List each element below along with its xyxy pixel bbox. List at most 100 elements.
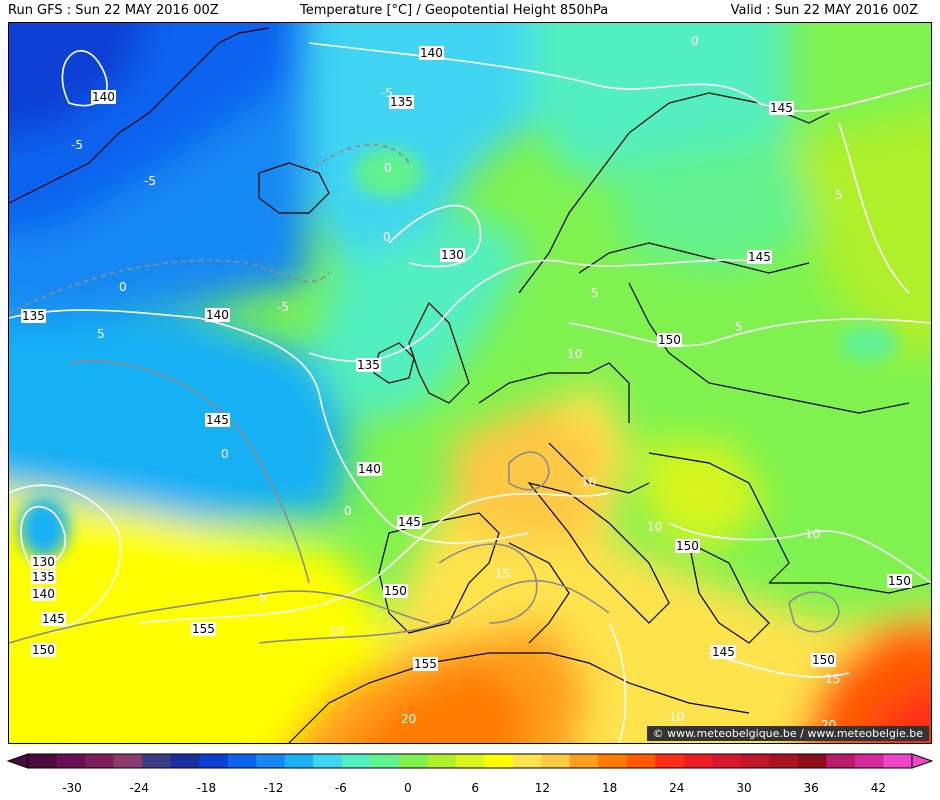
height-label: 145 [711, 645, 736, 659]
color-legend: -30 -24 -18 -12 -6 0 6 12 18 24 30 36 42 [0, 748, 940, 800]
temperature-label: -5 [144, 174, 156, 188]
legend-swatch [56, 754, 86, 768]
legend-swatch [398, 754, 428, 768]
height-label-text: 145 [42, 612, 65, 626]
height-label: 140 [357, 462, 382, 476]
height-label-text: 155 [192, 622, 215, 636]
height-label: 130 [440, 248, 465, 262]
temperature-label: -5 [277, 300, 289, 314]
legend-tick-label: 18 [602, 781, 617, 795]
temperature-label: 0 [691, 34, 699, 48]
height-label: 150 [31, 643, 56, 657]
height-label-text: 150 [32, 643, 55, 657]
height-label-text: 155 [414, 657, 437, 671]
legend-min-arrow [6, 753, 29, 769]
height-label-text: 135 [32, 570, 55, 584]
legend-swatch [142, 754, 172, 768]
legend-tick-label: 12 [535, 781, 550, 795]
coastlines [9, 27, 931, 743]
height-label-text: 145 [770, 101, 793, 115]
height-label: 145 [205, 413, 230, 427]
credit-watermark: © www.meteobelgique.be / www.meteobelgie… [646, 726, 929, 741]
legend-swatch [113, 754, 143, 768]
height-label-text: 150 [812, 653, 835, 667]
temperature-label: 15 [495, 567, 510, 581]
chart-header: Run GFS : Sun 22 MAY 2016 00Z Temperatur… [0, 0, 940, 22]
legend-swatch [512, 754, 542, 768]
height-label: 140 [205, 308, 230, 322]
legend-swatch [541, 754, 571, 768]
height-label: 140 [419, 46, 444, 60]
height-label-text: 140 [206, 308, 229, 322]
height-label-text: 140 [420, 46, 443, 60]
height-label-text: 140 [358, 462, 381, 476]
legend-max-arrow [911, 753, 934, 769]
temperature-label: 10 [567, 347, 582, 361]
legend-swatch [683, 754, 713, 768]
legend-swatch [170, 754, 200, 768]
run-label: Run GFS : Sun 22 MAY 2016 00Z [8, 3, 219, 18]
legend-swatch [199, 754, 229, 768]
map-title: Temperature [°C] / Geopotential Height 8… [300, 3, 609, 18]
legend-tick-label: 6 [471, 781, 479, 795]
temperature-label: -5 [381, 86, 393, 100]
height-label-text: 150 [676, 539, 699, 553]
temperature-isolines [9, 144, 840, 644]
temperature-label: 5 [591, 286, 599, 300]
legend-swatch [85, 754, 115, 768]
legend-tick-label: 36 [804, 781, 819, 795]
legend-tick-label: 42 [871, 781, 886, 795]
temperature-label: -5 [71, 138, 83, 152]
height-label: 150 [675, 539, 700, 553]
height-label: 150 [657, 333, 682, 347]
temperature-label: 5 [835, 188, 843, 202]
temperature-label: 20 [401, 712, 416, 726]
legend-swatch [284, 754, 314, 768]
valid-label: Valid : Sun 22 MAY 2016 00Z [730, 3, 918, 18]
legend-swatch [28, 754, 58, 768]
height-label-text: 150 [888, 574, 911, 588]
height-label: 145 [747, 250, 772, 264]
legend-swatch [740, 754, 770, 768]
height-label-text: 130 [441, 248, 464, 262]
temperature-label: 5 [97, 327, 105, 341]
legend-tick-label: -18 [197, 781, 217, 795]
legend-swatch [655, 754, 685, 768]
height-label-text: 140 [92, 90, 115, 104]
temperature-label: 0 [221, 447, 229, 461]
temperature-label: 5 [259, 590, 267, 604]
height-label: 150 [811, 653, 836, 667]
legend-swatch [569, 754, 599, 768]
temperature-label: 10 [581, 475, 596, 489]
temperature-label: 10 [647, 520, 662, 534]
height-label-text: 135 [357, 358, 380, 372]
temperature-label: 0 [344, 504, 352, 518]
height-label-text: 150 [658, 333, 681, 347]
temperature-label: 5 [735, 320, 743, 334]
legend-swatch [313, 754, 343, 768]
temperature-label: 0 [119, 280, 127, 294]
height-label-text: 130 [32, 555, 55, 569]
legend-swatch [427, 754, 457, 768]
height-label: 150 [887, 574, 912, 588]
legend-swatch [455, 754, 485, 768]
weather-map: 140 140 135 145 130 145 135 140 150 135 145 140 145 1… [8, 22, 932, 744]
height-label-text: 145 [398, 515, 421, 529]
legend-swatch [598, 754, 628, 768]
height-label: 135 [356, 358, 381, 372]
legend-tick-label: -12 [264, 781, 284, 795]
legend-tick-label: -6 [335, 781, 347, 795]
legend-swatch [370, 754, 400, 768]
geopotential-isolines [9, 42, 931, 743]
legend-swatch [626, 754, 656, 768]
height-label: 130 [31, 555, 56, 569]
legend-tick-label: 30 [736, 781, 751, 795]
height-label-text: 145 [748, 250, 771, 264]
legend-swatch [484, 754, 514, 768]
height-label: 145 [769, 101, 794, 115]
height-label: 140 [31, 587, 56, 601]
height-label: 145 [41, 612, 66, 626]
height-label-text: 145 [712, 645, 735, 659]
